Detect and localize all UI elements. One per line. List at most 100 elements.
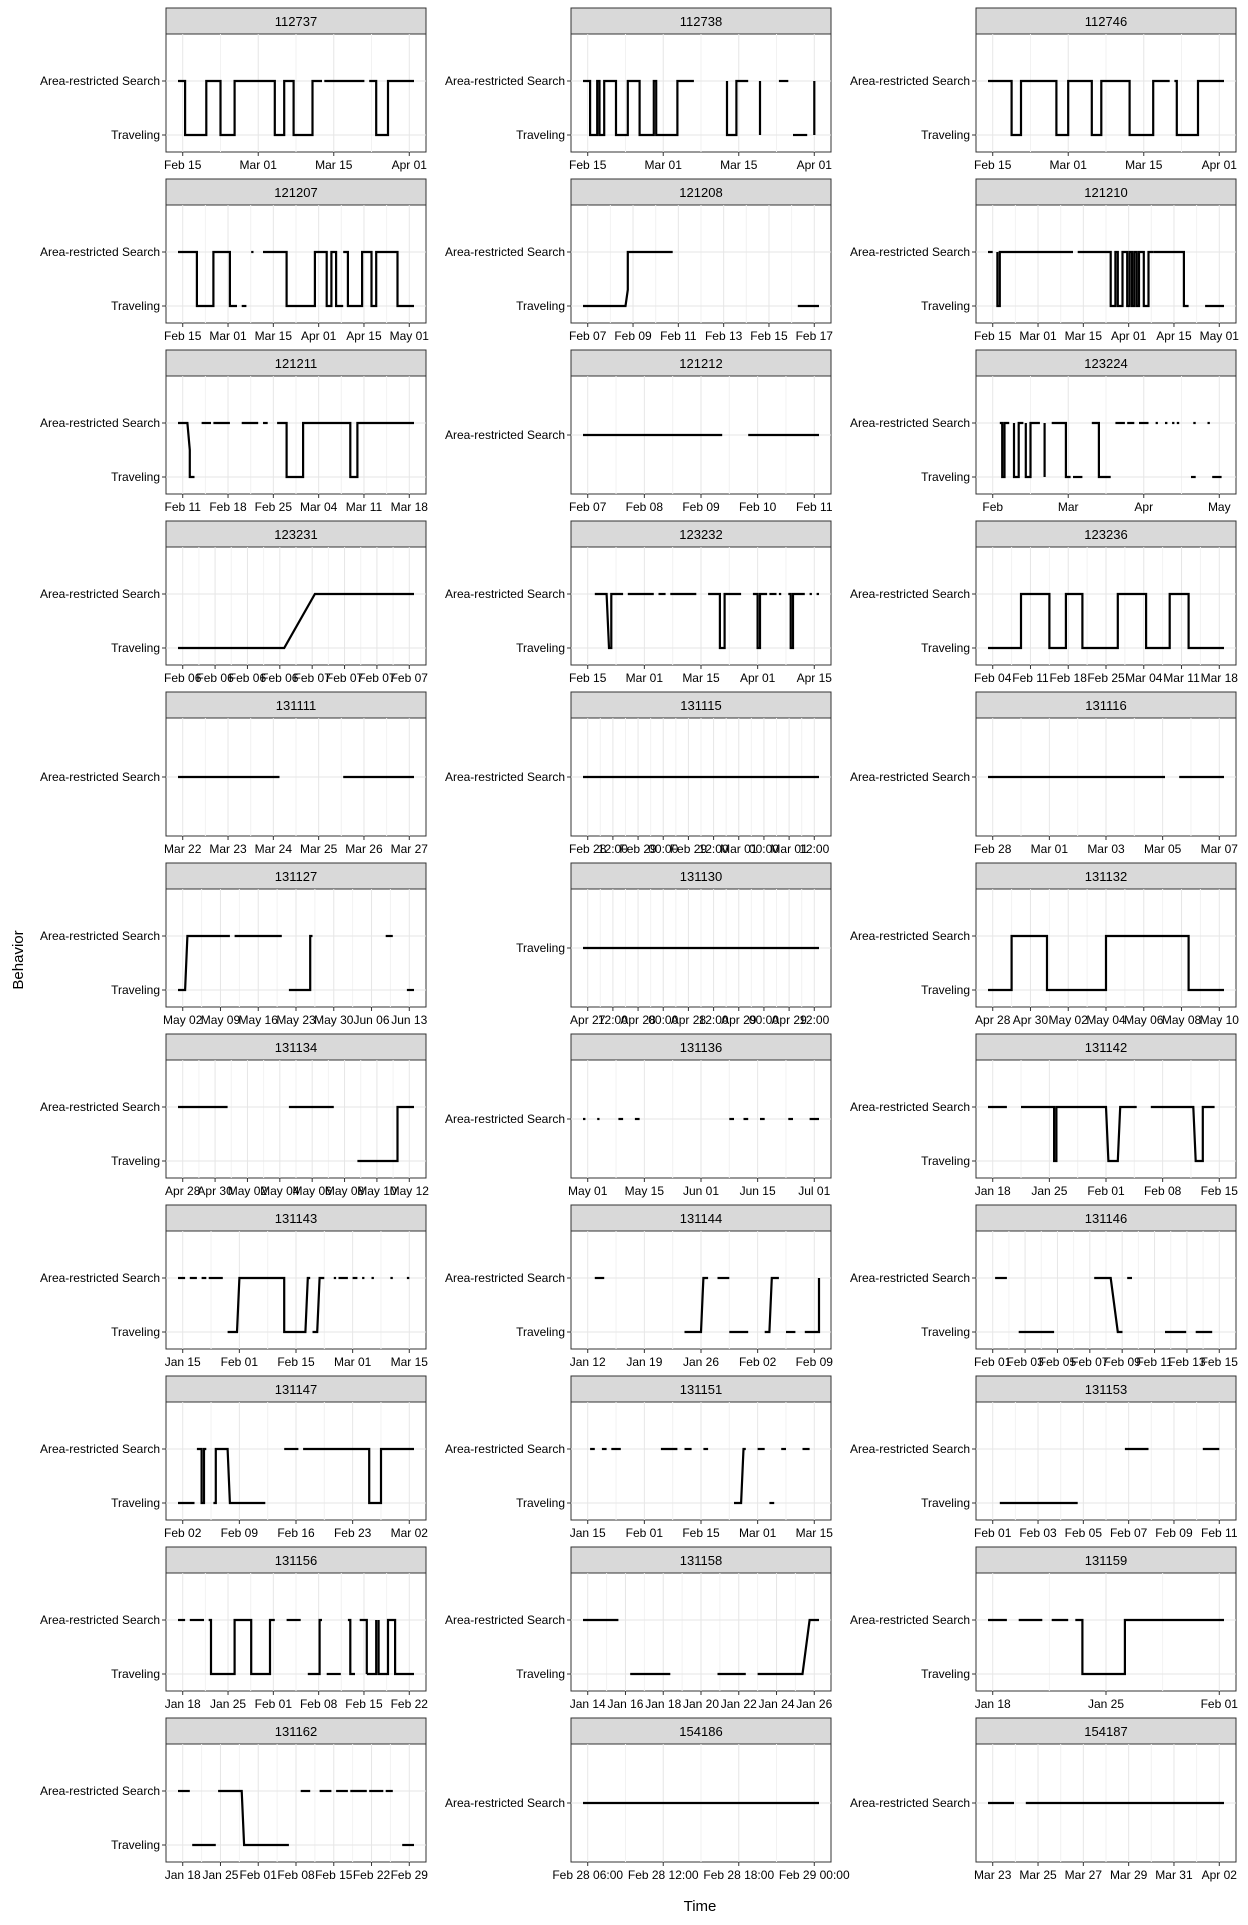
x-tick-label: May 09 (201, 1013, 241, 1027)
behavior-series-segment (684, 1276, 709, 1334)
x-tick-label: Feb 01 (974, 1355, 1012, 1369)
y-tick-label: Area-restricted Search (445, 245, 565, 259)
x-tick-label: Apr 30 (197, 1184, 233, 1198)
x-tick-label: Feb 22 (391, 1697, 429, 1711)
x-tick-label: Mar 01 (240, 158, 278, 172)
x-tick-label: Feb 25 (255, 500, 293, 514)
facet-panel-131153: 131153 Area-restricted Search Traveling Feb… (850, 1375, 1238, 1540)
facet-panel-112737: 112737 Area-restricted Search Traveling Feb… (40, 7, 427, 172)
facet-title: 131162 (275, 1724, 317, 1739)
x-tick-label: Feb 09 (1155, 1526, 1193, 1540)
x-tick-label: Mar 01 (1050, 158, 1088, 172)
x-tick-label: Mar 05 (1144, 842, 1182, 856)
facet-panel-131159: 131159 Area-restricted Search Traveling Jan… (850, 1546, 1238, 1711)
facet-strip (975, 1033, 1237, 1061)
facet-panel-131111: 131111 Area-restricted Search Mar 22 Mar 23… (40, 691, 428, 856)
facet-strip (165, 1204, 427, 1232)
facet-title: 131115 (680, 698, 721, 713)
y-tick-label: Area-restricted Search (445, 1112, 565, 1126)
facet-panel-131127: 131127 Area-restricted Search Traveling May… (40, 862, 428, 1027)
y-tick-label: Area-restricted Search (40, 245, 160, 259)
x-tick-label: Feb 03 (1006, 1355, 1044, 1369)
facet-title: 131132 (1085, 869, 1127, 884)
x-tick-label: Feb 15 (1201, 1184, 1239, 1198)
x-tick-label: Jan 16 (607, 1697, 643, 1711)
x-tick-label: Feb 15 (750, 329, 788, 343)
facet-panel-121207: 121207 Area-restricted Search Traveling Feb… (40, 178, 430, 343)
y-tick-label: Area-restricted Search (850, 74, 970, 88)
x-tick-label: Mar 15 (682, 671, 720, 685)
behavior-series-segment (752, 592, 768, 650)
facet-panel-121210: 121210 Area-restricted Search Traveling Feb… (850, 178, 1239, 343)
behavior-series-segment (213, 1447, 266, 1505)
x-tick-label: Feb 15 (277, 1355, 315, 1369)
x-tick-label: 12:00 (799, 842, 829, 856)
x-tick-label: Feb 02 (164, 1526, 202, 1540)
x-tick-label: Feb 11 (1012, 671, 1049, 685)
y-tick-label: Traveling (516, 128, 565, 142)
x-tick-label: Mar 25 (300, 842, 338, 856)
x-tick-label: Apr 01 (797, 158, 833, 172)
x-tick-label: Jan 12 (570, 1355, 606, 1369)
y-tick-label: Traveling (921, 983, 970, 997)
x-tick-label: Jan 18 (975, 1184, 1011, 1198)
x-tick-label: Feb (982, 500, 1003, 514)
x-tick-label: May 10 (357, 1184, 397, 1198)
y-tick-label: Area-restricted Search (40, 1271, 160, 1285)
x-tick-label: Feb 08 (277, 1868, 315, 1882)
facet-panel-112746: 112746 Area-restricted Search Traveling Feb… (850, 7, 1237, 172)
behavior-series-segment (988, 592, 1224, 650)
x-tick-label: Mar 01 (626, 671, 664, 685)
x-tick-label: Feb 15 (974, 329, 1012, 343)
facet-title: 131146 (1085, 1211, 1127, 1226)
x-tick-label: Jan 15 (570, 1526, 606, 1540)
behavior-series-segment (988, 79, 1170, 137)
x-tick-label: 12:00 (598, 842, 628, 856)
x-tick-label: Feb 06 (196, 671, 234, 685)
x-tick-label: Mar 15 (315, 158, 353, 172)
x-tick-label: 12:00 (699, 842, 729, 856)
y-tick-label: Traveling (111, 983, 160, 997)
facet-strip (165, 520, 427, 548)
x-tick-label: May 12 (390, 1184, 430, 1198)
x-tick-label: Feb 07 (569, 329, 607, 343)
facet-title: 131158 (680, 1553, 722, 1568)
x-tick-label: Feb 07 (294, 671, 332, 685)
x-tick-label: Feb 16 (277, 1526, 315, 1540)
facet-title: 121207 (274, 185, 317, 200)
facet-panel-154186: 154186 Area-restricted Search Feb 28 06:00… (445, 1717, 850, 1882)
facet-strip (165, 349, 427, 377)
x-tick-label: Jan 26 (796, 1697, 832, 1711)
behavior-series-segment (804, 1278, 821, 1334)
facet-strip (570, 1375, 832, 1403)
x-tick-label: May 01 (390, 329, 430, 343)
y-tick-label: Area-restricted Search (40, 1613, 160, 1627)
facet-title: 121210 (1084, 185, 1127, 200)
x-tick-label: Jan 15 (165, 1355, 201, 1369)
x-tick-label: Jan 18 (975, 1697, 1011, 1711)
x-tick-label: Feb 13 (705, 329, 743, 343)
behavior-series-segment (357, 1105, 414, 1163)
y-tick-label: Traveling (516, 1496, 565, 1510)
x-tick-label: Feb 05 (1065, 1526, 1103, 1540)
facet-title: 131127 (275, 869, 317, 884)
behavior-series-segment (227, 1276, 311, 1334)
facet-panel-131156: 131156 Area-restricted Search Traveling Jan… (40, 1546, 429, 1711)
x-tick-label: 12:00 (699, 1013, 729, 1027)
x-tick-label: Mar 01 (720, 842, 758, 856)
x-tick-label: May 02 (228, 1184, 268, 1198)
facet-title: 121211 (275, 356, 317, 371)
facet-panel-131147: 131147 Area-restricted Search Traveling Feb… (40, 1375, 428, 1540)
behavior-series-segment (583, 250, 673, 308)
facet-panel-123224: 123224 Area-restricted Search Traveling Feb… (850, 349, 1237, 514)
behavior-series-segment (764, 1276, 779, 1334)
y-tick-label: Traveling (111, 128, 160, 142)
x-tick-label: Mar (1058, 500, 1079, 514)
x-tick-label: Feb 09 (614, 329, 652, 343)
behavior-series-segment (999, 421, 1010, 479)
x-tick-label: Jan 18 (645, 1697, 681, 1711)
x-tick-label: Apr (1134, 500, 1153, 514)
x-tick-label: Jan 18 (165, 1868, 201, 1882)
